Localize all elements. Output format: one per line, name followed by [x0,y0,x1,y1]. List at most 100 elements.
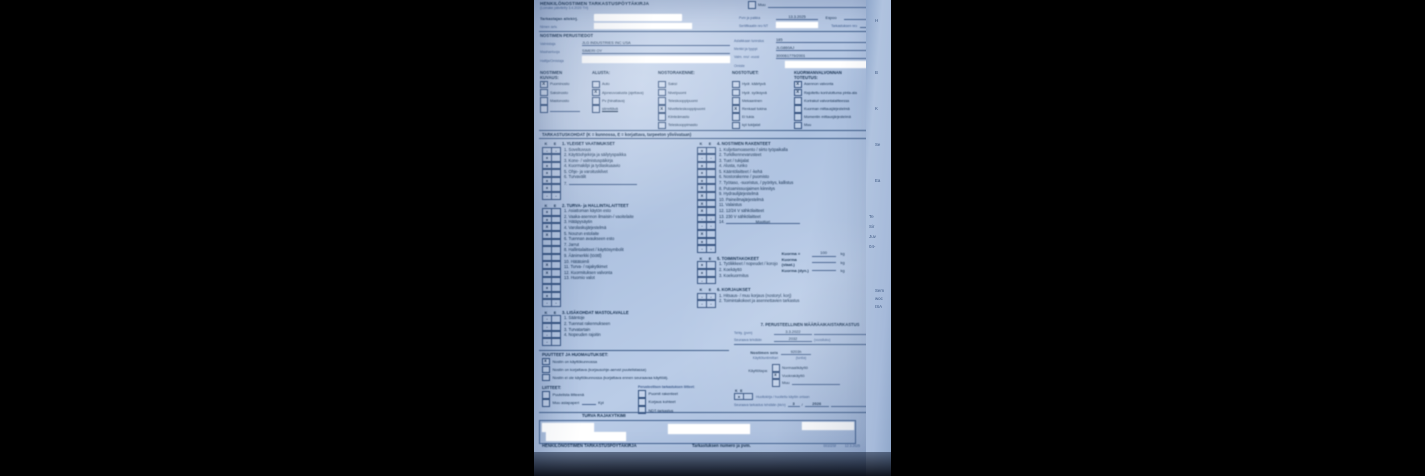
importer-value[interactable]: SIMERI OY [582,48,730,54]
ke-cell-e[interactable]: - [706,214,716,223]
ke-row[interactable]: X [697,199,716,208]
ke-cell-e[interactable] [706,207,716,215]
ke-cell-k[interactable]: x [542,176,551,185]
safety-redact-2[interactable] [546,432,626,441]
motor-field[interactable]: Moottori [725,219,800,225]
checkbox-1-2[interactable] [592,96,600,105]
ke-cell-e[interactable] [706,237,716,246]
ke-row[interactable]: x [542,284,561,292]
certificate-value-redacted[interactable] [776,21,818,28]
checkbox-2-2[interactable] [658,96,666,105]
ke-cell-k[interactable]: x [542,154,551,162]
description-option[interactable]: Kuorman mittausjärjestelmä [794,105,880,113]
ke-cell-k[interactable]: - [697,245,706,253]
ke-row[interactable]: -- [542,146,561,155]
ke-cell-k[interactable]: - [542,192,551,200]
checkbox-0-2[interactable] [540,96,548,105]
ke-cell-e[interactable] [706,146,716,155]
ke-cell-k[interactable]: X [697,184,706,193]
ke-cell-k[interactable]: - [542,338,551,346]
ke-cell-e[interactable] [551,246,561,254]
ke-cell-k[interactable]: X [697,230,706,238]
ke-cell-e[interactable] [706,176,716,185]
ke-cell-k[interactable] [542,238,551,247]
usage-option[interactable]: x Vuokrakäyttö [772,371,840,380]
description-option[interactable]: kpl tukijalat [732,121,794,130]
ke-row[interactable]: x [697,261,716,269]
periodic-next-value[interactable]: 2032 [774,336,812,342]
next-inspection-year[interactable]: 2026 [804,401,829,408]
load-row-value[interactable] [811,270,836,272]
inspection-place[interactable]: Espoo [825,15,837,20]
owner-value-redacted[interactable] [582,56,730,63]
ke-row[interactable]: x [542,169,561,177]
ke-cell-e[interactable] [706,184,716,193]
ke-row[interactable] [542,238,561,247]
ke-row[interactable]: x [697,161,716,170]
ke-row[interactable]: x [542,154,561,162]
muu-checkbox[interactable] [748,1,756,9]
description-option[interactable]: Momentin mittausjärjestelmä [794,113,880,121]
ke-row[interactable]: x [542,161,561,170]
ke-cell-k[interactable]: x [697,237,706,246]
ke-cell-k[interactable]: - [542,299,551,307]
ke-cell-e[interactable] [706,199,716,208]
checkbox-3-2[interactable] [732,96,740,105]
description-option[interactable]: Teleskooppipuomi [658,96,732,105]
serial-year-value[interactable]: 300061779/2001 [776,53,886,59]
ke-cell-e[interactable] [551,215,561,224]
ke-cell-k[interactable]: x [542,215,551,224]
fault-checkbox-2[interactable] [542,373,550,382]
ke-cell-e[interactable] [551,291,561,300]
ke-cell-k[interactable]: - [697,154,706,162]
ke-row[interactable]: x [542,208,561,216]
usage-checkbox-1[interactable]: x [772,371,780,380]
ke-cell-e[interactable]: - [706,245,716,253]
checkbox-3-0[interactable] [732,80,740,89]
ke-cell-k[interactable]: - [697,300,706,308]
checkbox-4-1[interactable]: X [794,88,802,97]
description-option-blank-line[interactable] [550,106,580,112]
ke-cell-e[interactable] [551,169,561,177]
ke-row[interactable]: - [542,315,561,323]
make-model-value[interactable]: JLG860AJ [776,45,886,51]
description-option[interactable]: Mastonosto [540,96,592,105]
ke-cell-e[interactable] [551,208,561,216]
ke-row[interactable]: X [542,223,561,231]
ke-row[interactable]: -- [697,222,716,231]
ke-cell-e[interactable] [551,238,561,247]
ke-cell-k[interactable]: x [542,184,551,193]
ke-cell-e[interactable]: - [706,222,716,231]
periodic-done-line[interactable] [814,329,886,335]
ke-cell-k[interactable]: - [697,276,706,285]
inspector-name-redacted[interactable] [594,22,692,29]
description-option[interactable] [540,105,592,113]
description-option[interactable]: Saksinosto [540,88,592,97]
description-option[interactable]: Teleskooppimasto [658,121,732,130]
attachment-left-option[interactable]: Puutelista liitteenä [542,391,632,399]
fault-option[interactable]: Nostin on korjattava (korjausohje-aervst… [542,365,730,374]
description-option[interactable]: Saksi [658,80,732,89]
ke-row[interactable]: x [697,268,716,277]
attachment-left-checkbox-1[interactable] [542,399,550,407]
ke-cell-k[interactable] [542,276,551,285]
ke-row[interactable]: x [542,215,561,224]
attachment-right-checkbox-2[interactable] [638,406,646,414]
ke-cell-e[interactable] [551,268,561,277]
description-option[interactable]: X Ajoneuvoalusta (ajettava) [592,88,658,97]
checkbox-4-4[interactable] [794,113,802,121]
ke-row[interactable]: - [542,338,561,346]
ke-cell-e[interactable]: - [706,300,716,308]
ke-cell-e[interactable] [551,223,561,231]
ke-cell-e[interactable] [551,276,561,285]
area-id-value[interactable]: 185 [776,37,886,43]
attachment-right-option[interactable]: Puomit rakenteet [638,390,734,398]
ke-cell-k[interactable]: x [542,208,551,216]
description-option[interactable]: siirrettävä [592,105,658,113]
ke-row[interactable]: -- [697,214,716,223]
ke-row[interactable]: - [697,276,716,285]
checkbox-2-1[interactable] [658,88,666,97]
owner2-redacted[interactable] [785,61,886,68]
ke-cell-k[interactable]: x [697,176,706,185]
ke-cell-e[interactable] [706,169,716,177]
